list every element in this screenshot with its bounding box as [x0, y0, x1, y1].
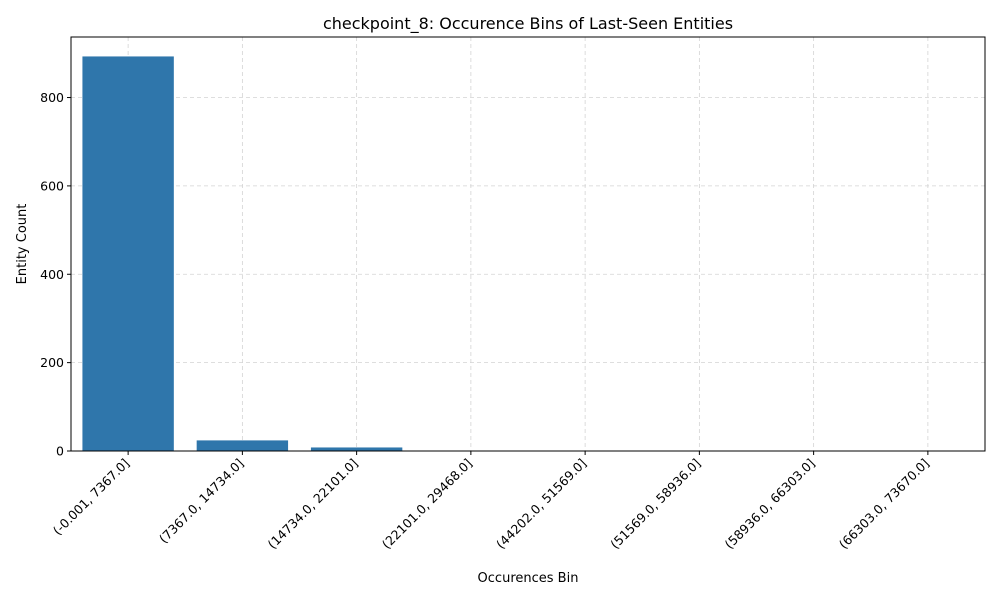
y-tick-label: 800 [40, 90, 64, 105]
x-tick-label: (51569.0, 58936.0] [607, 456, 703, 552]
y-tick-label: 0 [56, 444, 64, 459]
plot-frame [70, 36, 986, 452]
y-tick-label: 600 [40, 178, 64, 193]
x-axis: (-0.001, 7367.0] (7367.0, 14734.0] (14734.… [50, 451, 932, 552]
x-tick-label: (-0.001, 7367.0] [50, 456, 133, 539]
x-tick-label: (44202.0, 51569.0] [493, 456, 589, 552]
bars [82, 56, 974, 452]
x-tick-label: (7367.0, 14734.0] [156, 456, 247, 547]
y-tick-label: 200 [40, 355, 64, 370]
bar [82, 56, 174, 452]
chart-title: checkpoint_8: Occurence Bins of Last-See… [323, 14, 733, 34]
x-tick-label: (14734.0, 22101.0] [265, 456, 361, 552]
grid-lines [71, 37, 985, 452]
bar [310, 447, 403, 451]
x-tick-label: (22101.0, 29468.0] [379, 456, 475, 552]
x-axis-label: Occurences Bin [478, 571, 579, 586]
y-axis: 0 200 400 600 800 [40, 90, 71, 459]
y-axis-label: Entity Count [15, 204, 30, 285]
x-tick-label: (66303.0, 73670.0] [836, 456, 932, 552]
y-tick-label: 400 [40, 267, 64, 282]
x-tick-label: (58936.0, 66303.0] [722, 456, 818, 552]
bar [196, 440, 289, 451]
